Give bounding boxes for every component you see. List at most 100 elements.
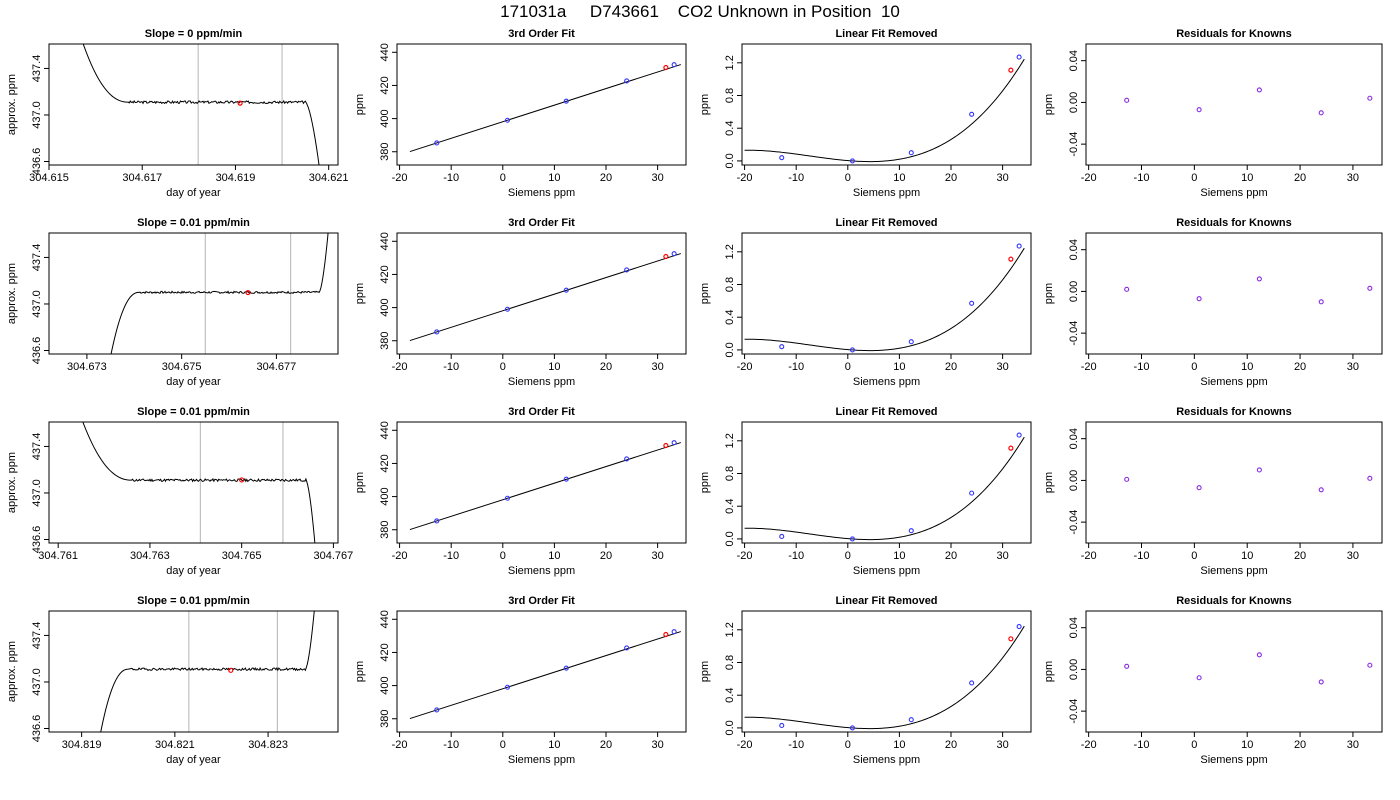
unknown-point: [237, 100, 243, 106]
y-axis-label: approx. ppm: [6, 641, 18, 702]
fit-curve: [744, 58, 1025, 163]
fit-curve: [409, 253, 681, 342]
x-tick-label: -10: [1134, 550, 1150, 562]
trace-line: [82, 422, 316, 543]
x-tick-label: 0: [500, 172, 506, 184]
x-tick-label: 30: [996, 172, 1008, 184]
known-point: [969, 490, 975, 496]
y-tick-label: 437.4: [31, 433, 43, 461]
x-tick-label: 0: [1191, 739, 1197, 751]
y-axis-label: ppm: [699, 472, 711, 493]
x-axis-label: day of year: [166, 754, 221, 766]
plot-area: [409, 440, 681, 531]
known-point: [779, 155, 785, 161]
known-point: [969, 680, 975, 686]
plot-frame: [1085, 232, 1383, 355]
plot-area: [409, 629, 681, 720]
known-point: [779, 344, 785, 350]
fit-curve: [409, 442, 681, 531]
x-axis-label: Siemens ppm: [508, 187, 575, 199]
known-point: [504, 684, 510, 690]
x-tick-label: 30: [651, 739, 663, 751]
known-point: [434, 140, 440, 146]
panel-fit-row-2: 3rd Order Fit ppm Siemens ppm -20 -10 0 10 20 30…: [354, 217, 687, 388]
known-point: [908, 339, 914, 345]
x-tick-label: 304.821: [155, 739, 195, 751]
x-tick-label: 304.621: [309, 172, 349, 184]
trace-line: [82, 44, 320, 165]
known-point: [849, 347, 855, 353]
x-tick-label: -10: [788, 172, 804, 184]
y-tick-label: 0.00: [1068, 659, 1080, 680]
y-tick-label: 440: [379, 610, 391, 628]
x-tick-label: 0: [1191, 550, 1197, 562]
y-axis-label: ppm: [1043, 472, 1055, 493]
page-title: 171031a D743661 CO2 Unknown in Position …: [500, 2, 900, 21]
plot-frame: [396, 232, 687, 355]
x-tick-label: 20: [945, 361, 957, 373]
panel-linear_removed-row-2: Linear Fit Removed ppm Siemens ppm -20 -10 0 1…: [699, 217, 1032, 388]
known-point: [1016, 54, 1022, 60]
known-point: [1196, 485, 1202, 491]
x-tick-label: 0: [845, 172, 851, 184]
known-point: [1124, 663, 1130, 669]
panel-title: Residuals for Knowns: [1176, 595, 1292, 607]
x-tick-label: 10: [548, 172, 560, 184]
panel-title: Linear Fit Removed: [835, 217, 937, 229]
y-tick-label: 0.00: [1068, 281, 1080, 302]
x-tick-label: 20: [945, 550, 957, 562]
y-tick-label: 0.00: [1068, 470, 1080, 491]
y-tick-label: 380: [379, 521, 391, 539]
plot-area: [1124, 467, 1373, 493]
y-tick-label: 437.0: [31, 101, 43, 129]
y-tick-label: -0.04: [1068, 510, 1080, 535]
x-axis-label: Siemens ppm: [1200, 187, 1267, 199]
x-tick-label: 0: [500, 550, 506, 562]
fit-curve: [409, 631, 681, 720]
x-tick-label: 30: [651, 361, 663, 373]
panel-title: 3rd Order Fit: [508, 28, 575, 40]
known-point: [779, 533, 785, 540]
y-tick-label: 380: [379, 143, 391, 161]
known-point: [671, 62, 677, 68]
plot-area: [82, 422, 316, 543]
y-tick-label: -0.04: [1068, 132, 1080, 157]
plot-area: [744, 54, 1025, 164]
unknown-point: [1008, 636, 1014, 642]
x-tick-label: 10: [548, 361, 560, 373]
known-point: [849, 158, 855, 164]
panel-trace-row-3: Slope = 0.01 ppm/min approx. ppm day of ye…: [6, 406, 353, 577]
x-tick-label: 10: [893, 550, 905, 562]
x-tick-label: 20: [600, 361, 612, 373]
panel-title: Slope = 0.01 ppm/min: [137, 595, 250, 607]
known-point: [624, 456, 630, 462]
x-tick-label: 0: [500, 361, 506, 373]
known-point: [908, 528, 914, 534]
y-tick-label: 420: [379, 643, 391, 661]
known-point: [624, 645, 630, 651]
x-tick-label: -20: [1081, 739, 1097, 751]
panel-fit-row-3: 3rd Order Fit ppm Siemens ppm -20 -10 0 10 20 30…: [354, 406, 687, 577]
x-tick-label: 304.615: [29, 172, 69, 184]
y-axis-label: ppm: [1043, 283, 1055, 304]
known-point: [1124, 476, 1130, 482]
unknown-point: [663, 253, 669, 260]
known-point: [1367, 475, 1373, 481]
fit-curve: [744, 625, 1025, 730]
plot-frame: [741, 421, 1032, 544]
plot-area: [110, 233, 329, 354]
x-tick-label: 30: [1347, 361, 1359, 373]
unknown-point: [663, 631, 669, 638]
panel-title: Linear Fit Removed: [835, 406, 937, 418]
x-tick-label: 0: [500, 739, 506, 751]
x-tick-label: -10: [443, 739, 459, 751]
plot-area: [1124, 276, 1373, 305]
y-tick-label: 436.6: [31, 715, 43, 743]
known-point: [1318, 679, 1324, 685]
x-tick-label: 30: [651, 172, 663, 184]
x-tick-label: 10: [1241, 550, 1253, 562]
y-tick-label: 0.04: [1068, 428, 1080, 449]
x-tick-label: 304.767: [314, 550, 354, 562]
panel-title: 3rd Order Fit: [508, 406, 575, 418]
